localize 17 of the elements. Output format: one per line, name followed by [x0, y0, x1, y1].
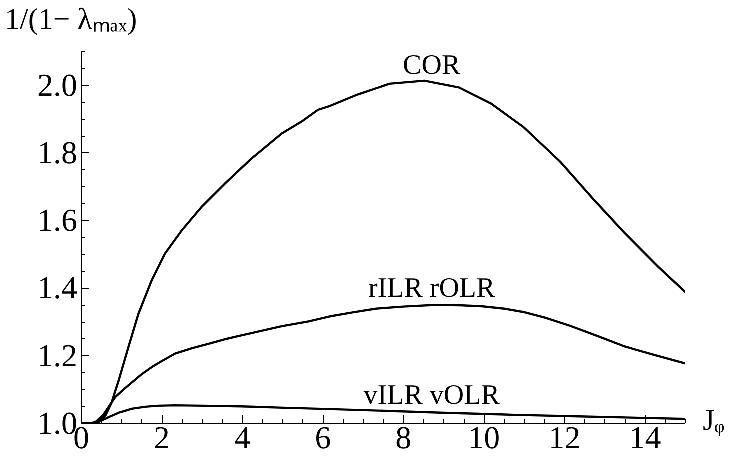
x-tick-label: 2: [154, 420, 170, 456]
series-label: vILR vOLR: [364, 380, 500, 412]
x-tick-label: 14: [629, 420, 662, 456]
y-tick-label: 1.4: [38, 270, 78, 306]
x-tick-label: 8: [396, 420, 412, 456]
x-tick-label: 6: [315, 420, 332, 456]
series-label: COR: [403, 50, 461, 81]
y-axis-title: 1/(1− λₘₐₓ): [5, 2, 138, 38]
y-tick-label: 2.0: [38, 66, 78, 103]
x-tick-label: 12: [548, 420, 581, 456]
x-tick-label: 10: [468, 420, 500, 456]
y-tick-label: 1.6: [38, 202, 78, 238]
x-tick-label: 4: [234, 420, 251, 456]
y-tick-label: 1.2: [38, 337, 78, 374]
series-label: rILR rOLR: [368, 272, 496, 304]
x-axis-title: Jᵩ: [703, 403, 725, 439]
y-tick-label: 1.8: [38, 134, 78, 170]
